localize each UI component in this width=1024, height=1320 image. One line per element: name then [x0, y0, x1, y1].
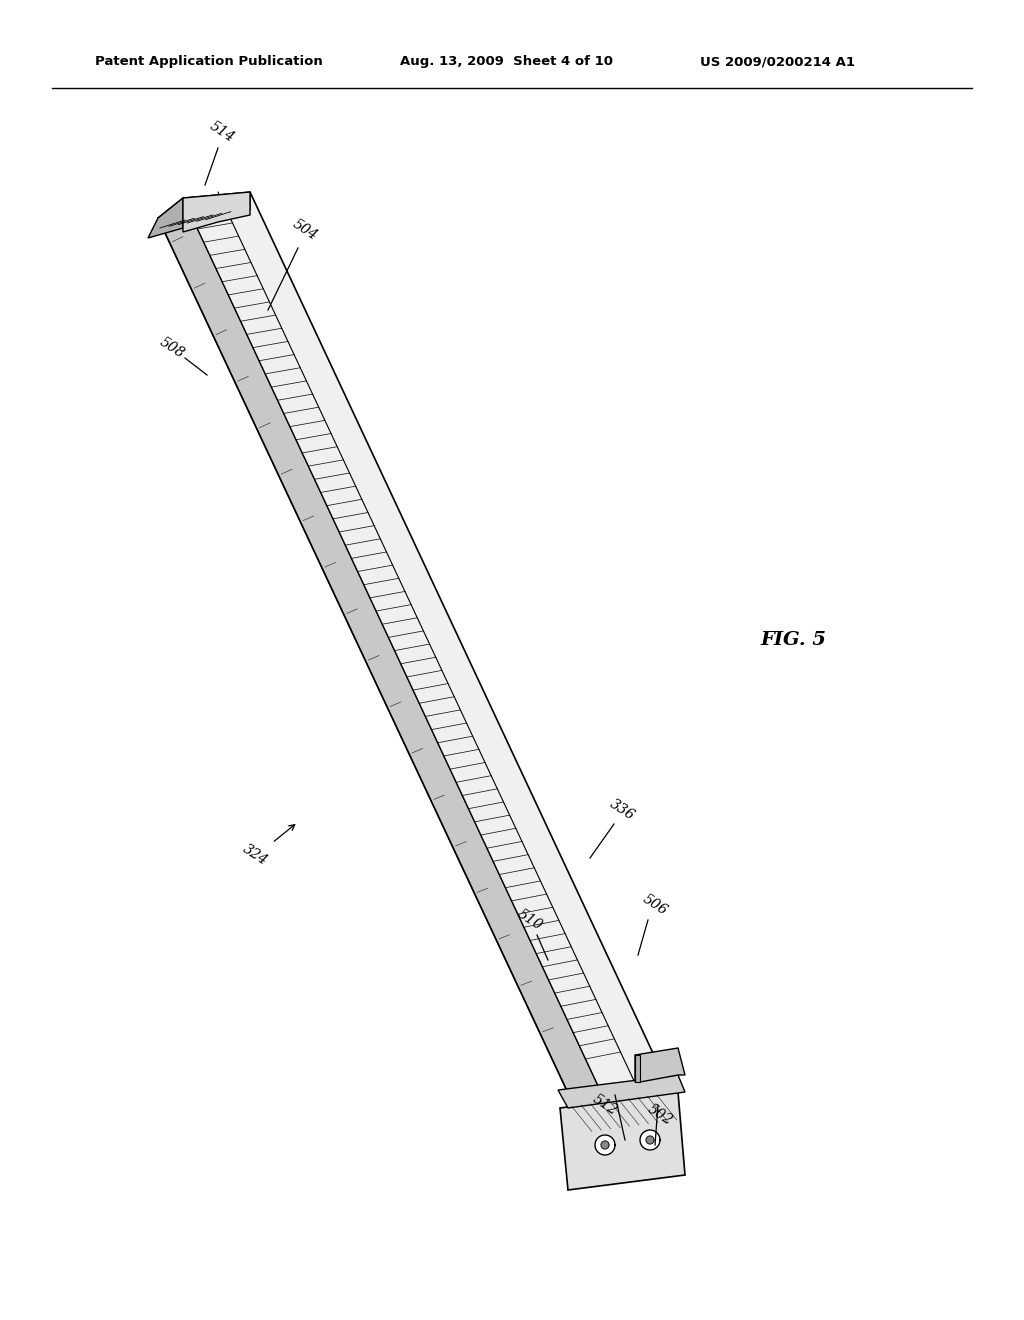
Text: 508: 508 — [157, 335, 187, 362]
Polygon shape — [640, 1130, 660, 1150]
Polygon shape — [595, 1135, 615, 1155]
Text: 510: 510 — [515, 907, 545, 933]
Text: 336: 336 — [607, 797, 637, 824]
Polygon shape — [183, 191, 250, 232]
Text: 512: 512 — [590, 1092, 620, 1118]
Text: FIG. 5: FIG. 5 — [760, 631, 826, 649]
Polygon shape — [183, 191, 667, 1090]
Polygon shape — [635, 1048, 685, 1082]
Polygon shape — [560, 1092, 685, 1191]
Polygon shape — [158, 191, 250, 230]
Polygon shape — [158, 198, 600, 1107]
Text: 504: 504 — [290, 216, 319, 243]
Polygon shape — [635, 1055, 640, 1082]
Text: 502: 502 — [645, 1102, 675, 1129]
Polygon shape — [148, 198, 183, 238]
Polygon shape — [558, 1074, 685, 1107]
Polygon shape — [601, 1140, 609, 1148]
Text: Aug. 13, 2009  Sheet 4 of 10: Aug. 13, 2009 Sheet 4 of 10 — [400, 55, 613, 69]
Text: 514: 514 — [207, 119, 237, 145]
Text: 506: 506 — [640, 892, 670, 919]
Text: 324: 324 — [240, 842, 270, 869]
Text: Patent Application Publication: Patent Application Publication — [95, 55, 323, 69]
Text: US 2009/0200214 A1: US 2009/0200214 A1 — [700, 55, 855, 69]
Polygon shape — [646, 1137, 654, 1144]
